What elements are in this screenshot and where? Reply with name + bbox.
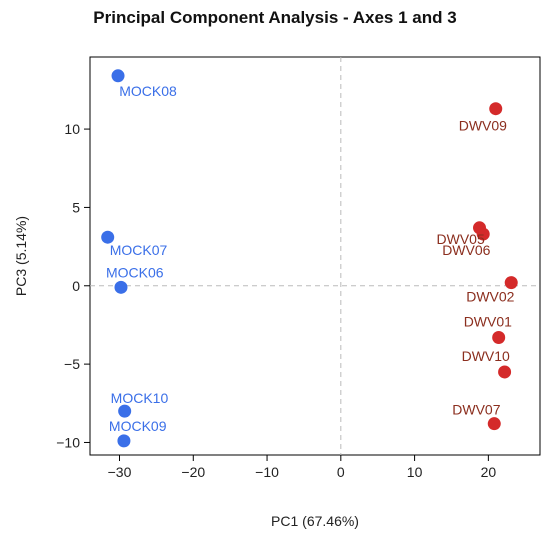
point-label-dwv07: DWV07: [452, 402, 500, 418]
chart-title: Principal Component Analysis - Axes 1 an…: [93, 8, 457, 27]
y-axis: −10 −5 0 5 10: [56, 121, 90, 450]
reference-lines: [90, 57, 540, 455]
point-label-dwv10: DWV10: [462, 348, 510, 364]
point-label-dwv01: DWV01: [464, 313, 512, 329]
data-point-mock10: [118, 404, 132, 418]
y-axis-label: PC3 (5.14%): [13, 216, 29, 296]
data-point-dwv07: [487, 417, 501, 431]
x-tick-label: −10: [255, 464, 279, 480]
point-label-mock06: MOCK06: [106, 264, 164, 280]
x-axis-label: PC1 (67.46%): [271, 513, 359, 529]
data-point-dwv10: [498, 365, 512, 379]
y-tick-label: 10: [64, 121, 80, 137]
y-tick-label: 0: [72, 278, 80, 294]
y-tick-label: −10: [56, 434, 80, 450]
x-tick-label: −20: [181, 464, 205, 480]
y-tick-label: −5: [64, 356, 80, 372]
point-label-mock08: MOCK08: [119, 83, 177, 99]
data-point-dwv09: [489, 102, 503, 116]
y-tick-label: 5: [72, 199, 80, 215]
point-label-mock09: MOCK09: [109, 418, 167, 434]
point-label-mock10: MOCK10: [111, 390, 169, 406]
x-tick-label: 0: [337, 464, 345, 480]
data-point-mock07: [101, 230, 115, 244]
data-point-dwv06: [476, 227, 490, 241]
point-label-dwv09: DWV09: [459, 118, 507, 134]
x-tick-label: −30: [108, 464, 132, 480]
data-point-mock08: [111, 69, 125, 83]
point-labels: MOCK08 MOCK07 MOCK06 MOCK10 MOCK09 DWV09 DWV05…: [106, 83, 515, 434]
data-point-dwv02: [504, 276, 518, 290]
point-label-dwv02: DWV02: [466, 289, 514, 305]
point-label-dwv05: DWV05: [437, 231, 485, 247]
data-point-mock06: [114, 280, 128, 294]
data-points: [101, 69, 518, 448]
x-tick-label: 20: [481, 464, 497, 480]
x-axis: −30 −20 −10 0 10 20: [108, 455, 497, 480]
data-point-mock09: [117, 434, 131, 448]
data-point-dwv01: [492, 330, 506, 344]
point-label-dwv06: DWV06: [442, 242, 490, 258]
point-label-mock07: MOCK07: [110, 242, 168, 258]
plot-frame: [89, 56, 541, 456]
x-tick-label: 10: [407, 464, 423, 480]
